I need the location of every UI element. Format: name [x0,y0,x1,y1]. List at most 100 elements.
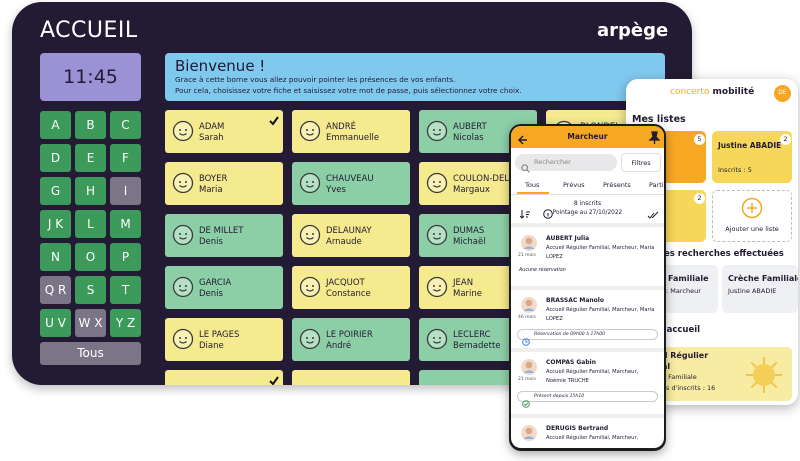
list-card[interactable]: Justine ABADIE Inscrits : 5 2 [712,131,792,183]
letter-button[interactable]: T [110,276,141,304]
pin-button[interactable] [648,130,661,144]
letter-label: D [50,151,61,165]
search-box[interactable]: Rechercher [515,154,617,173]
letter-button[interactable]: W X [75,309,106,337]
child-row[interactable]: 46 mois BRASSAC Manolo Accueil Régulier Fa… [511,294,664,352]
child-row[interactable]: DERUGIS Bertrand Accueil Régulier Familia… [511,422,664,448]
screen-title: ACCUEIL [40,18,138,43]
add-icon [741,197,763,219]
letter-label: H [85,184,96,198]
clock-text: 11:45 [63,66,118,88]
child-card[interactable]: ADAM Sarah [165,110,283,153]
letter-label: P [121,250,130,264]
add-list-card[interactable]: Ajouter une liste [712,190,792,242]
child-last-name: DE MILLET [199,226,244,236]
letter-button[interactable]: F [110,144,141,172]
letter-button[interactable]: B [75,111,106,139]
logo: arpège [597,20,669,41]
letter-button[interactable]: J K [40,210,71,238]
child-first-name: Denis [199,289,223,299]
avatar [172,172,194,194]
tab[interactable]: Tous [525,181,540,189]
avatar [172,328,194,350]
child-last-name: LE PAGES [199,330,240,340]
tab[interactable]: Partis [649,181,664,189]
search-card[interactable]: Crèche Familiale Justine ABADIE [722,265,798,313]
child-avatar [521,359,537,375]
child-card[interactable]: JACQUOT Constance [292,266,410,309]
child-card[interactable]: ANDRÉ Emmanuelle [292,110,410,153]
child-avatar [521,425,537,441]
letter-button[interactable]: N [40,243,71,271]
child-details: Accueil Régulier Familial, Marcheur, Mar… [546,245,655,260]
tab[interactable]: Prévus [563,181,585,189]
letter-button[interactable]: H [75,177,106,205]
reception-line: e Familiale [662,373,697,381]
search-sub: Justine ABADIE [728,287,777,295]
avatar [172,276,194,298]
app-title: Marcheur [567,132,608,141]
child-age: 21 mois [518,377,536,382]
child-last-name: LE POIRIER [326,330,373,340]
app-header: Marcheur [511,126,664,148]
user-avatar[interactable]: DE [774,85,791,102]
child-row[interactable]: 21 mois COMPAS Gabin Accueil Régulier Fami… [511,356,664,414]
all-button[interactable]: Tous [40,342,141,365]
filter-button[interactable]: Filtres [621,153,661,172]
child-card[interactable]: LE PAGES Diane [165,318,283,361]
child-card[interactable] [165,370,283,385]
letter-button[interactable]: D [40,144,71,172]
child-first-name: Bernadette [453,341,501,351]
child-card[interactable] [419,370,537,385]
letter-label: B [86,118,95,132]
avatar [426,328,448,350]
child-card[interactable]: LE POIRIER André [292,318,410,361]
letter-button[interactable]: Q R [40,276,71,304]
letter-button[interactable]: S [75,276,106,304]
welcome-title: Bienvenue ! [175,57,266,75]
child-row[interactable]: 21 mois AUBERT Julia Accueil Régulier Fami… [511,232,664,290]
letter-button[interactable]: I [110,177,141,205]
child-card[interactable]: DELAUNAY Arnaude [292,214,410,257]
list-badge: 2 [694,193,705,204]
letter-button[interactable]: Y Z [110,309,141,337]
divider [511,223,664,227]
sun-illustration [744,355,784,395]
letter-label: L [87,217,94,231]
letter-button[interactable]: U V [40,309,71,337]
letter-button[interactable]: M [110,210,141,238]
phone-list-screen: Marcheur Rechercher Filtres Tous Prévus Prése… [511,126,664,448]
badge-text: 2 [783,135,788,143]
avatar [426,120,448,142]
child-first-name: Denis [199,237,223,247]
child-card[interactable] [292,370,410,385]
child-card[interactable]: CHAUVEAU Yves [292,162,410,205]
search-icon [521,158,530,173]
letter-button[interactable]: P [110,243,141,271]
child-name: AUBERT Julia [546,235,590,242]
child-last-name: LECLERC [453,330,491,340]
child-card[interactable]: GARCIA Denis [165,266,283,309]
letter-button[interactable]: O [75,243,106,271]
child-last-name: DUMAS [453,226,485,236]
enrolled-count: 8 inscrits [573,200,602,207]
status-icon [522,393,530,408]
status-text: Présent depuis 15h10 [534,394,585,399]
letter-button[interactable]: G [40,177,71,205]
lists-title: Mes listes [632,114,686,125]
child-card[interactable]: BOYER Maria [165,162,283,205]
letter-button[interactable]: E [75,144,106,172]
search-sub: : Marcheur [666,287,701,295]
child-name: BRASSAC Manolo [546,297,604,304]
back-button[interactable] [517,131,529,145]
child-last-name: CHAUVEAU [326,174,374,184]
info-icon [543,204,553,219]
letter-button[interactable]: L [75,210,106,238]
letter-button[interactable]: A [40,111,71,139]
tab[interactable]: Présents [603,181,631,189]
reception-line: al [662,362,671,371]
child-card[interactable]: DE MILLET Denis [165,214,283,257]
letter-button[interactable]: C [110,111,141,139]
child-avatar [521,297,537,313]
